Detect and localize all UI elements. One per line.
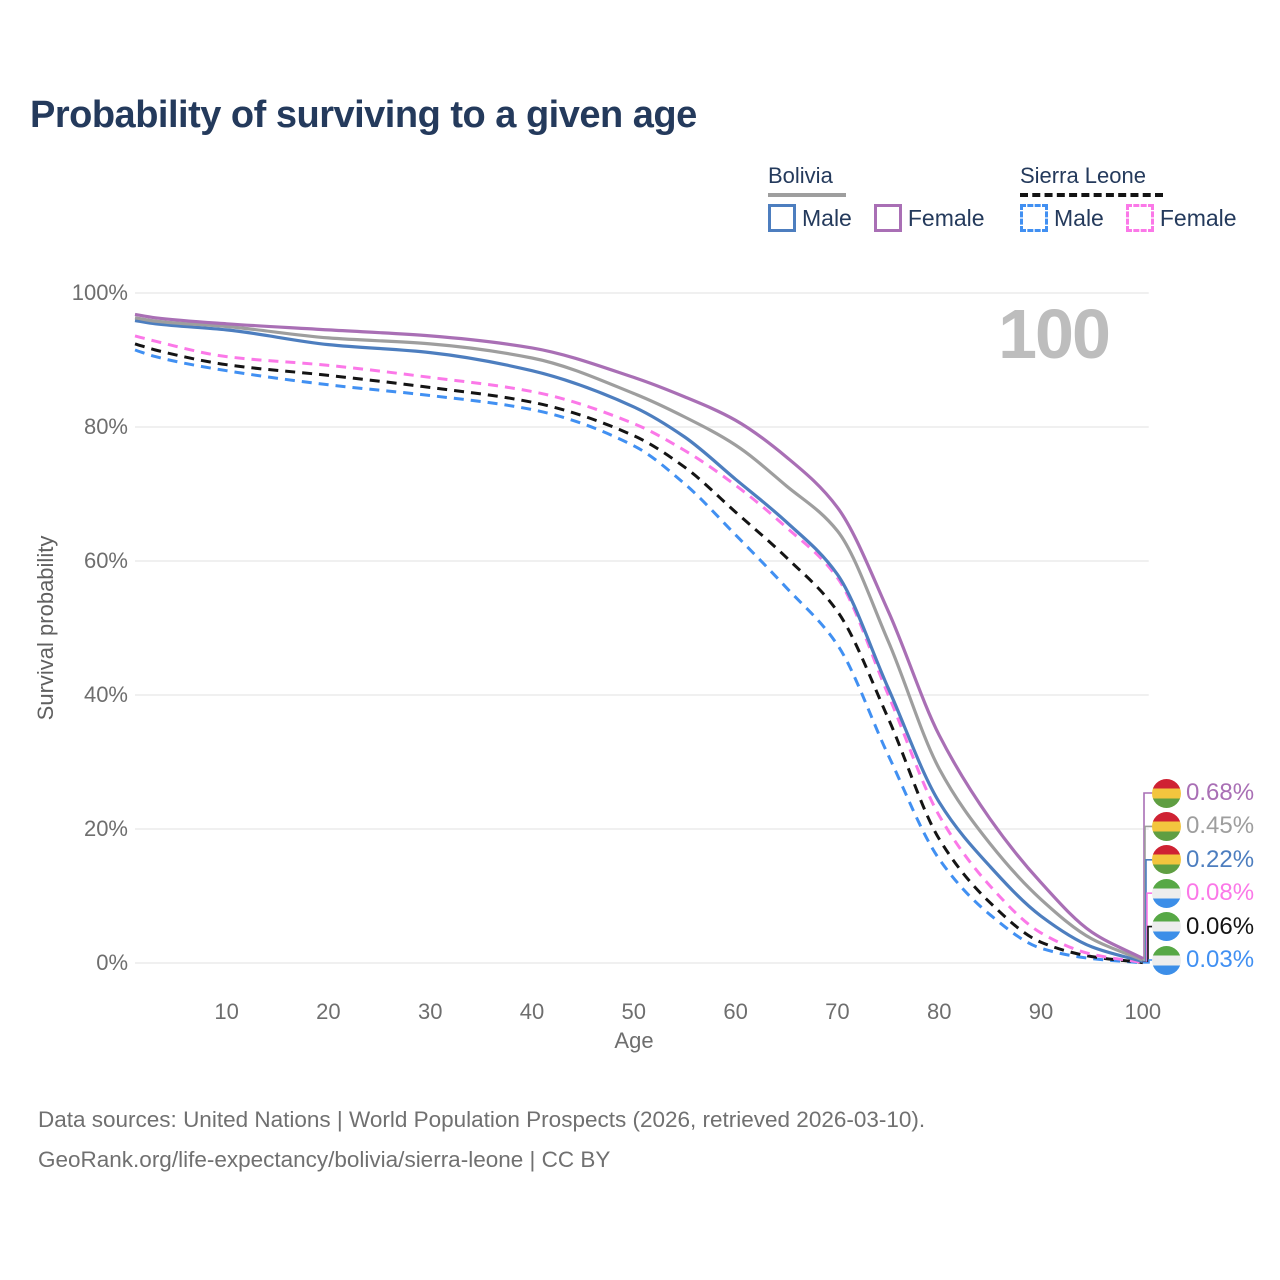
end-label-connector: [1142, 825, 1153, 961]
series-line-sierra-leone-female[interactable]: [134, 334, 1144, 964]
end-label-connector: [1142, 792, 1153, 960]
x-tick-label: 90: [1028, 999, 1054, 1024]
x-tick-label: 40: [519, 999, 545, 1024]
footer: Data sources: United Nations | World Pop…: [38, 1100, 925, 1180]
x-tick-label: 30: [417, 999, 443, 1024]
flag-icon-bolivia: [1152, 845, 1181, 875]
legend-items-row: Male Female: [768, 204, 985, 232]
y-tick-label: 100%: [71, 280, 128, 305]
y-tick-label: 40%: [83, 682, 128, 707]
end-label-row-sierra-leone-female[interactable]: 0.08%: [1152, 878, 1254, 908]
end-label-value: 0.03%: [1186, 946, 1255, 973]
legend-underline-dashed: [1020, 193, 1163, 197]
flag-icon-sierra-leone: [1152, 945, 1181, 975]
flag-icon-bolivia: [1152, 778, 1181, 808]
legend-items-row: Male Female: [1020, 204, 1237, 232]
legend-country-label[interactable]: Bolivia: [768, 163, 833, 188]
x-tick-label: 20: [316, 999, 341, 1024]
flag-icon-sierra-leone: [1152, 878, 1181, 908]
end-label-value: 0.45%: [1186, 812, 1255, 840]
legend-swatch-icon: [768, 204, 796, 232]
page-title: Probability of surviving to a given age: [30, 94, 697, 136]
flag-icon-sierra-leone: [1152, 912, 1181, 942]
y-axis-title: Survival probability: [33, 535, 58, 721]
legend-group-sierra-leone: Sierra Leone Male Female: [1020, 163, 1237, 232]
legend-swatch-icon: [1020, 204, 1048, 232]
flag-icon-bolivia: [1152, 811, 1181, 841]
legend-item-label: Male: [1054, 204, 1104, 231]
legend-item-label: Female: [1159, 204, 1237, 231]
footer-data-sources: Data sources: United Nations | World Pop…: [38, 1107, 926, 1132]
x-axis-title: Age: [614, 1028, 654, 1053]
end-label-row-sierra-leone-all[interactable]: 0.06%: [1152, 912, 1254, 942]
series-line-sierra-leone-all[interactable]: [134, 342, 1143, 965]
end-label-connector: [1142, 859, 1153, 963]
legend-swatch-icon: [1125, 204, 1154, 232]
legend-group-bolivia: Bolivia Male Female: [768, 163, 985, 232]
end-label-value: 0.08%: [1186, 879, 1255, 907]
series-line-bolivia-female[interactable]: [134, 312, 1144, 960]
series-line-bolivia-male[interactable]: [134, 318, 1144, 964]
end-label-row-sierra-leone-male[interactable]: 0.03%: [1152, 945, 1254, 975]
legend-item-bolivia-female[interactable]: Female: [873, 204, 985, 232]
age-indicator-watermark: 100: [998, 295, 1111, 373]
y-tick-label: 0%: [96, 950, 128, 975]
end-label-connector: [1142, 959, 1153, 964]
legend-item-label: Male: [802, 204, 852, 231]
legend-item-bolivia-male[interactable]: Male: [768, 204, 852, 232]
series-line-sierra-leone-male[interactable]: [134, 348, 1143, 965]
y-tick-label: 80%: [83, 414, 128, 439]
x-tick-label: 80: [926, 999, 952, 1024]
y-tick-label: 20%: [83, 816, 128, 841]
x-tick-label: 50: [621, 999, 647, 1024]
end-label-value: 0.68%: [1186, 779, 1255, 806]
x-tick-label: 70: [825, 999, 850, 1024]
legend-item-sierra-leone-female[interactable]: Female: [1125, 204, 1237, 232]
end-label-value: 0.22%: [1186, 845, 1255, 873]
legend-item-sierra-leone-male[interactable]: Male: [1020, 204, 1104, 232]
legend-swatch-icon: [873, 204, 902, 232]
footer-attribution: GeoRank.org/life-expectancy/bolivia/sier…: [38, 1147, 611, 1172]
end-label-value: 0.06%: [1186, 912, 1255, 940]
legend-country-label[interactable]: Sierra Leone: [1020, 163, 1146, 188]
x-tick-label: 100: [1124, 999, 1162, 1024]
x-tick-label: 10: [214, 999, 239, 1024]
end-label-row-bolivia-all[interactable]: 0.45%: [1152, 811, 1254, 841]
end-label-row-bolivia-female[interactable]: 0.68%: [1152, 778, 1254, 808]
y-tick-label: 60%: [83, 548, 128, 573]
series-line-bolivia-all[interactable]: [134, 316, 1144, 962]
legend-item-label: Female: [907, 204, 985, 231]
legend-underline-solid: [768, 193, 846, 197]
x-tick-label: 60: [723, 999, 748, 1024]
end-label-row-bolivia-male[interactable]: 0.22%: [1152, 845, 1254, 875]
